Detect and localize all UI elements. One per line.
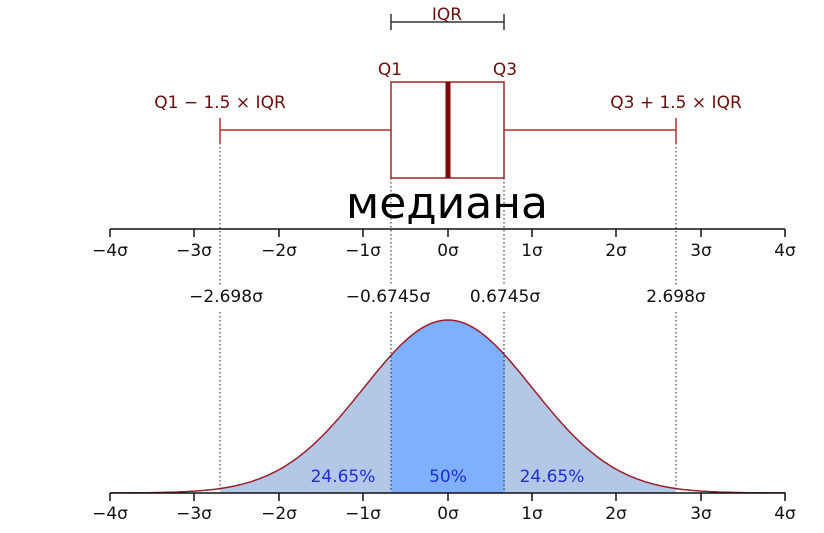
bottom-tick-label: 1σ: [521, 504, 543, 524]
median-label: медиана: [346, 178, 548, 229]
bottom-tick-label: 2σ: [605, 504, 627, 524]
top-tick-label: −4σ: [92, 241, 128, 261]
bottom-tick-label: −3σ: [176, 504, 212, 524]
lower-whisker: [219, 118, 391, 143]
upper-whisker: [504, 118, 677, 143]
top-tick-label: 2σ: [605, 241, 627, 261]
lower-whisker-sigma-label: −2.698σ: [189, 287, 263, 307]
bottom-tick-label: 3σ: [690, 504, 712, 524]
q1-sigma-label: −0.6745σ: [346, 287, 431, 307]
bottom-tick-label: −4σ: [92, 504, 128, 524]
left-percent-label: 24.65%: [311, 467, 376, 487]
top-tick-label: −1σ: [345, 241, 381, 261]
bottom-tick-label: −1σ: [345, 504, 381, 524]
lower-whisker-label: Q1 − 1.5 × IQR: [154, 93, 286, 113]
center-area: [391, 320, 505, 493]
upper-whisker-label: Q3 + 1.5 × IQR: [610, 93, 742, 113]
bottom-axis-tick-labels: −4σ −3σ −2σ −1σ 0σ 1σ 2σ 3σ 4σ: [92, 504, 796, 524]
upper-whisker-sigma-label: 2.698σ: [646, 287, 706, 307]
top-tick-label: −3σ: [176, 241, 212, 261]
top-tick-label: 3σ: [690, 241, 712, 261]
right-tail-area: [504, 355, 676, 493]
top-axis-tick-labels: −4σ −3σ −2σ −1σ 0σ 1σ 2σ 3σ 4σ: [92, 241, 796, 261]
bottom-tick-label: −2σ: [261, 504, 297, 524]
q3-label: Q3: [493, 60, 517, 80]
q1-label: Q1: [378, 60, 402, 80]
top-tick-label: 1σ: [521, 241, 543, 261]
bottom-tick-label: 4σ: [774, 504, 796, 524]
top-tick-label: 0σ: [437, 241, 459, 261]
bottom-axis: [109, 492, 786, 501]
right-percent-label: 24.65%: [520, 467, 585, 487]
bottom-tick-label: 0σ: [437, 504, 459, 524]
iqr-bracket: [390, 14, 505, 30]
iqr-label: IQR: [432, 5, 462, 25]
left-tail-area: [220, 355, 392, 493]
center-percent-label: 50%: [429, 467, 467, 487]
top-axis: [109, 228, 786, 237]
top-tick-label: −2σ: [261, 241, 297, 261]
normal-curve: [110, 319, 786, 494]
q3-sigma-label: 0.6745σ: [470, 287, 540, 307]
top-tick-label: 4σ: [774, 241, 796, 261]
